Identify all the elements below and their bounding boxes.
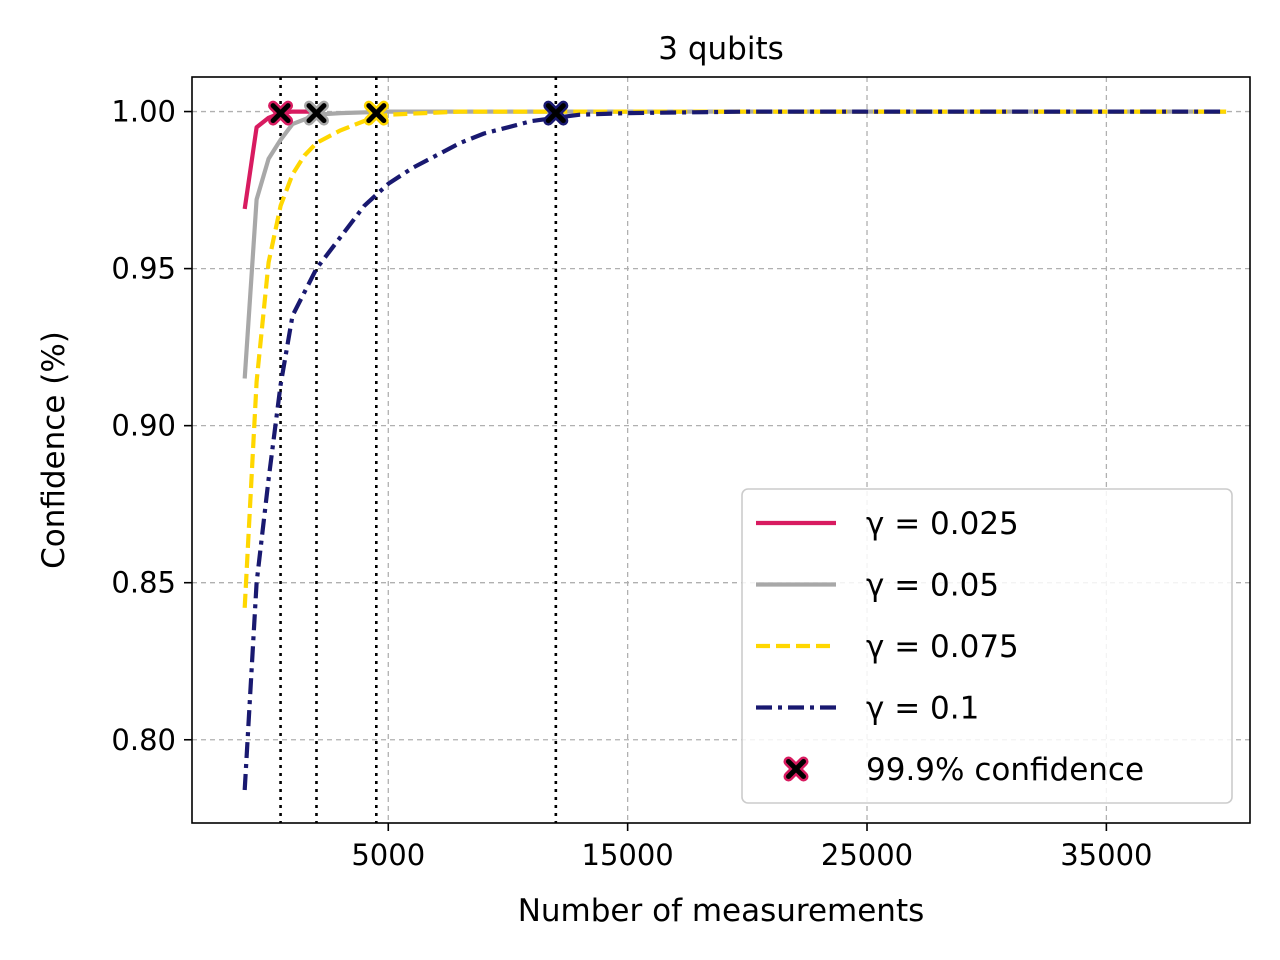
legend-label-2: γ = 0.05 [866,568,999,604]
marker-core [270,103,291,124]
series-line-2 [242,109,1227,379]
plot-area-frame [191,76,1251,824]
x-tick-label: 25000 [821,838,913,872]
marker-core [545,103,566,124]
y-axis-title: Confidence (%) [36,331,72,569]
legend-marker-swatch [783,756,809,782]
legend-label-4: γ = 0.1 [866,691,979,727]
marker-core [366,103,387,124]
confidence-marker [363,100,389,126]
chart-title: 3 qubits [658,31,784,67]
y-tick-label: 1.00 [111,95,176,129]
y-tick-label: 0.95 [111,252,176,286]
legend-box [741,488,1233,804]
y-tick-label: 0.80 [111,723,176,757]
legend-label-3: γ = 0.075 [866,629,1019,665]
marker-core [306,103,327,124]
confidence-marker [303,100,329,126]
axis-ticks: 5000 15000 25000 35000 0.80 0.85 0.90 0.95 1.00 [111,95,1152,872]
legend-label-1: γ = 0.025 [866,506,1019,542]
series-line-4 [242,109,1227,791]
confidence-marker [543,100,569,126]
x-tick-label: 5000 [351,838,425,872]
threshold-lines [279,77,558,823]
x-tick-label: 35000 [1060,838,1152,872]
x-tick-label: 15000 [582,838,674,872]
marker-core [786,759,806,779]
y-tick-label: 0.90 [111,409,176,443]
legend-label-confidence: 99.9% confidence [866,752,1144,788]
x-axis-title: Number of measurements [518,893,925,929]
confidence-markers [268,100,569,126]
y-tick-label: 0.85 [111,566,176,600]
confidence-marker [268,100,294,126]
series-line-3 [242,109,1227,608]
legend: γ = 0.025 γ = 0.05 γ = 0.075 γ = 0.1 99.9% c… [741,488,1233,804]
